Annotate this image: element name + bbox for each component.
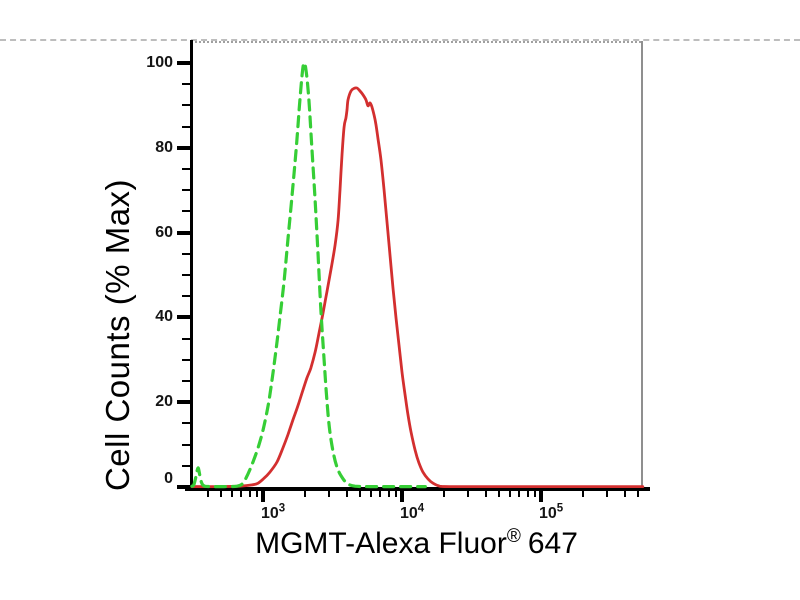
y-minor-tick-45 bbox=[182, 295, 190, 298]
y-minor-tick-55 bbox=[182, 252, 190, 255]
x-minor-tick-7000 bbox=[379, 491, 382, 497]
x-minor-tick-400 bbox=[206, 491, 209, 497]
y-minor-tick-30 bbox=[182, 358, 190, 361]
x-major-tick-1e5 bbox=[539, 491, 543, 502]
x-minor-tick-500 bbox=[220, 491, 223, 497]
x-minor-tick-80000 bbox=[526, 491, 529, 497]
x-minor-tick-400000 bbox=[623, 491, 626, 497]
x-minor-tick-50000 bbox=[498, 491, 501, 497]
x-minor-tick-30000 bbox=[467, 491, 470, 497]
x-major-tick-1e3 bbox=[261, 491, 265, 502]
y-major-tick-0 bbox=[177, 485, 190, 489]
x-minor-tick-20000 bbox=[442, 491, 445, 497]
y-minor-tick-35 bbox=[182, 337, 190, 340]
y-minor-tick-15 bbox=[182, 422, 190, 425]
y-major-tick-60 bbox=[177, 230, 190, 235]
x-minor-tick-2000 bbox=[303, 491, 306, 497]
x-minor-tick-3000 bbox=[328, 491, 331, 497]
x-minor-tick-40000 bbox=[484, 491, 487, 497]
y-axis-line bbox=[190, 40, 193, 491]
y-major-tick-100 bbox=[177, 61, 190, 65]
y-minor-tick-65 bbox=[182, 210, 190, 213]
x-minor-tick-60000 bbox=[509, 491, 512, 497]
curve-red-solid-sample bbox=[190, 86, 645, 489]
y-minor-tick-95 bbox=[182, 83, 190, 86]
x-minor-tick-200000 bbox=[581, 491, 584, 497]
y-minor-tick-50 bbox=[182, 274, 190, 276]
y-major-tick-40 bbox=[177, 315, 190, 320]
x-axis-title-main: MGMT-Alexa Fluor bbox=[255, 527, 507, 560]
y-minor-tick-5 bbox=[182, 464, 190, 467]
x-axis-title-suffix: 647 bbox=[527, 527, 578, 560]
x-minor-tick-700 bbox=[240, 491, 243, 497]
x-minor-tick-300000 bbox=[606, 491, 609, 497]
y-minor-tick-90 bbox=[182, 104, 190, 107]
y-minor-tick-10 bbox=[182, 443, 190, 446]
x-minor-tick-600 bbox=[231, 491, 234, 497]
x-axis-title: MGMT-Alexa Fluor® 647 bbox=[190, 527, 643, 561]
plot-right-border bbox=[641, 41, 643, 491]
y-minor-tick-85 bbox=[182, 125, 190, 128]
x-minor-tick-9000 bbox=[394, 491, 397, 497]
x-minor-tick-500000 bbox=[637, 491, 640, 497]
y-minor-tick-75 bbox=[182, 168, 190, 170]
y-tick-label-40: 40 bbox=[155, 308, 173, 326]
y-axis-title: Cell Counts (% Max) bbox=[99, 178, 136, 492]
y-major-tick-20 bbox=[177, 400, 190, 405]
x-minor-tick-6000 bbox=[370, 491, 373, 497]
y-tick-label-20: 20 bbox=[155, 393, 173, 411]
y-tick-label-100: 100 bbox=[146, 54, 173, 71]
x-minor-tick-90000 bbox=[533, 491, 536, 497]
curve-green-dashed-control bbox=[190, 61, 427, 489]
y-minor-tick-25 bbox=[182, 380, 190, 382]
x-axis-line bbox=[185, 487, 650, 491]
y-tick-label-60: 60 bbox=[155, 223, 173, 241]
registered-trademark-symbol: ® bbox=[506, 526, 521, 547]
x-tick-label-1e4: 104 bbox=[400, 502, 425, 522]
plot-top-border bbox=[190, 41, 641, 43]
x-minor-tick-800 bbox=[248, 491, 251, 497]
x-minor-tick-70000 bbox=[518, 491, 521, 497]
x-minor-tick-4000 bbox=[345, 491, 348, 497]
x-minor-tick-8000 bbox=[387, 491, 390, 497]
x-major-tick-1e4 bbox=[400, 491, 404, 502]
y-minor-tick-70 bbox=[182, 189, 190, 192]
y-tick-label-80: 80 bbox=[155, 138, 173, 156]
x-minor-tick-5000 bbox=[359, 491, 362, 497]
y-major-tick-80 bbox=[177, 145, 190, 150]
x-minor-tick-900 bbox=[255, 491, 258, 497]
x-tick-label-1e5: 105 bbox=[539, 502, 564, 522]
x-tick-label-1e3: 103 bbox=[261, 502, 286, 522]
dashed-separator-line bbox=[0, 39, 800, 41]
y-tick-label-0: 0 bbox=[164, 470, 173, 487]
